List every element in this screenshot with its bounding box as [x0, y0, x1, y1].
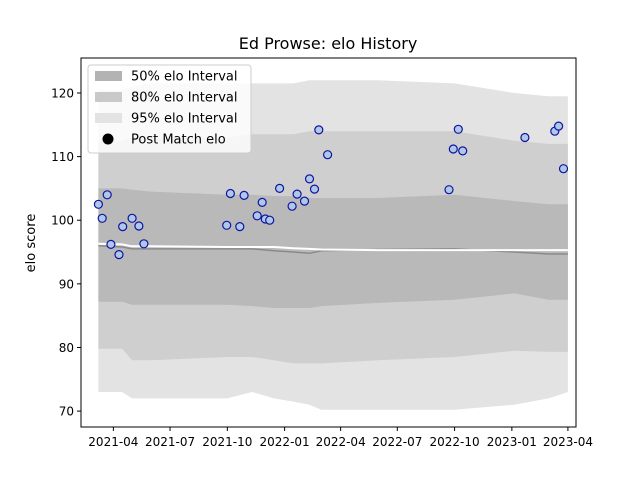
y-tick-label-0: 70 [59, 405, 74, 419]
post-match-point-24 [323, 150, 333, 160]
post-match-point-18 [287, 201, 297, 211]
y-tick-label-1: 80 [59, 341, 74, 355]
legend-label-0: 50% elo Interval [131, 70, 238, 85]
x-tick-label-4: 2022-04 [316, 435, 366, 449]
post-match-point-9 [222, 220, 232, 230]
post-match-point-13 [252, 211, 262, 221]
x-tick-label-0: 2021-04 [88, 435, 138, 449]
legend-label-3: Post Match elo [131, 133, 226, 148]
y-tick-label-4: 110 [51, 150, 74, 164]
post-match-point-3 [106, 239, 116, 249]
post-match-point-10 [225, 188, 235, 199]
plot-content [93, 80, 569, 410]
legend-label-2: 95% elo Interval [131, 112, 238, 127]
post-match-point-5 [118, 222, 128, 232]
legend: 50% elo Interval 80% elo Interval 95% elo … [87, 64, 252, 154]
x-tick-label-7: 2023-01 [487, 435, 537, 449]
post-match-point-29 [520, 132, 530, 143]
y-tick-label-2: 90 [59, 277, 74, 291]
post-match-point-23 [314, 125, 324, 135]
post-match-point-32 [558, 164, 569, 174]
plot-area [93, 80, 569, 410]
plot-frame [80, 57, 577, 428]
legend-swatch-2 [95, 113, 122, 123]
band-50-interval [98, 188, 568, 308]
post-match-point-26 [448, 144, 458, 154]
post-match-point-25 [444, 185, 454, 195]
post-match-point-31 [553, 121, 564, 131]
x-tick-label-3: 2022-01 [260, 435, 310, 449]
post-match-elo-line [98, 242, 568, 252]
post-match-point-7 [134, 221, 144, 231]
x-tick-label-8: 2023-04 [543, 435, 593, 449]
post-match-point-14 [257, 197, 267, 207]
post-match-point-0 [93, 199, 104, 209]
y-tick-label-5: 120 [51, 86, 74, 100]
x-tick-label-6: 2022-10 [430, 435, 480, 449]
post-match-point-27 [453, 124, 463, 134]
post-match-point-6 [127, 213, 137, 223]
post-match-point-8 [139, 239, 149, 249]
x-tick-label-1: 2021-07 [145, 435, 195, 449]
chart-title: Ed Prowse: elo History [239, 34, 418, 53]
post-match-point-17 [275, 183, 285, 193]
post-match-point-19 [292, 189, 302, 199]
x-tick-label-5: 2022-07 [372, 435, 422, 449]
legend-marker-3 [102, 133, 114, 145]
post-match-point-20 [299, 196, 310, 206]
legend-label-1: 80% elo Interval [131, 91, 238, 106]
legend-box [87, 64, 252, 154]
post-match-point-12 [239, 190, 249, 200]
y-tick-label-3: 100 [51, 214, 74, 228]
x-tick-label-2: 2021-10 [202, 435, 252, 449]
post-match-point-11 [235, 222, 245, 232]
post-match-point-21 [304, 174, 315, 184]
axes: 2021-04 2021-07 2021-10 2022-01 2022-04 2022-… [51, 57, 593, 449]
y-axis-label: elo score [24, 214, 39, 273]
post-match-point-2 [102, 190, 112, 200]
post-match-point-16 [265, 215, 275, 225]
post-match-point-4 [114, 250, 124, 260]
post-match-point-28 [458, 146, 468, 156]
post-match-point-1 [97, 213, 107, 223]
legend-swatch-0 [95, 71, 122, 81]
legend-swatch-1 [95, 92, 122, 102]
post-match-point-22 [309, 184, 320, 194]
